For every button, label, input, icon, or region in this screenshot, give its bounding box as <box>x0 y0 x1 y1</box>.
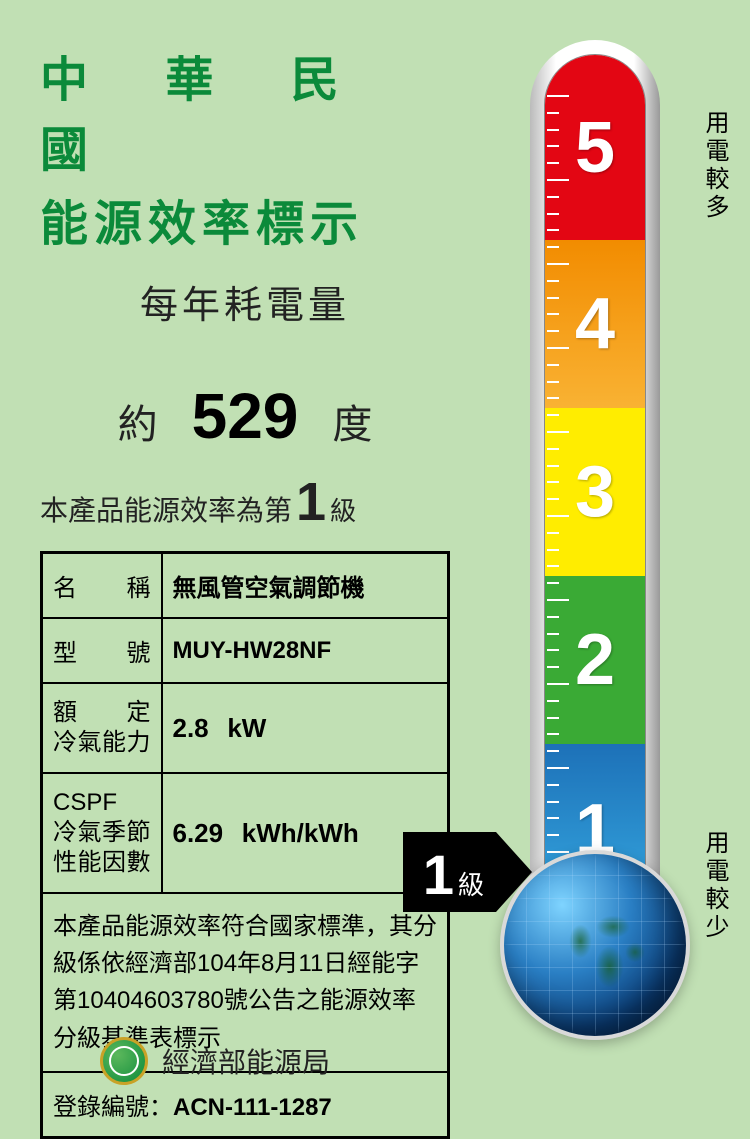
country-title: 中 華 民 國 <box>40 40 450 180</box>
table-row: 額 定冷氣能力 2.8 kW <box>42 683 449 773</box>
pointer-suffix: 級 <box>458 865 484 902</box>
reg-number: ACN-111-1287 <box>173 1094 332 1121</box>
grade-line: 本產品能源效率為第 1 級 <box>40 471 450 533</box>
cooling-capacity-unit: kW <box>227 713 266 743</box>
agency-name: 經濟部能源局 <box>162 1041 330 1081</box>
grade-suffix: 級 <box>330 491 356 528</box>
grade-pointer: 1 級 <box>403 832 532 912</box>
thermometer-ticks <box>547 95 571 905</box>
reg-label: 登錄編號： <box>53 1094 173 1121</box>
row-label: 型 號 <box>42 618 162 683</box>
thermometer-tube-inner: 54321 <box>544 54 646 915</box>
label-title: 能源效率標示 <box>40 184 450 254</box>
row-value: 2.8 kW <box>162 683 449 773</box>
pointer-arrow-icon <box>496 832 532 912</box>
consumption-row: 約 529 度 <box>40 379 450 453</box>
row-value: MUY-HW28NF <box>162 618 449 683</box>
consumption-value: 529 <box>192 379 299 453</box>
cooling-capacity-value: 2.8 <box>173 713 209 743</box>
less-power-label: 用電較少 <box>697 830 732 942</box>
table-row: 名 稱 無風管空氣調節機 <box>42 553 449 619</box>
table-row: 型 號 MUY-HW28NF <box>42 618 449 683</box>
table-row: CSPF冷氣季節性能因數 6.29 kWh/kWh <box>42 773 449 893</box>
pointer-grade: 1 <box>423 842 454 907</box>
cspf-unit: kWh/kWh <box>242 818 359 848</box>
segment-number: 4 <box>575 283 615 365</box>
row-value: 無風管空氣調節機 <box>162 553 449 619</box>
grade-prefix: 本產品能源效率為第 <box>40 489 292 529</box>
segment-number: 3 <box>575 451 615 533</box>
row-label: 額 定冷氣能力 <box>42 683 162 773</box>
row-label: 名 稱 <box>42 553 162 619</box>
grade-number: 1 <box>296 471 326 533</box>
efficiency-thermometer: 54321 <box>530 40 660 1040</box>
row-label: CSPF冷氣季節性能因數 <box>42 773 162 893</box>
cspf-value: 6.29 <box>173 818 224 848</box>
consumption-unit: 度 <box>332 392 372 450</box>
bureau-logo-icon <box>100 1037 148 1085</box>
approx-label: 約 <box>118 392 158 450</box>
annual-consumption-label: 每年耗電量 <box>40 274 450 329</box>
more-power-label: 用電較多 <box>697 110 732 222</box>
segment-number: 2 <box>575 619 615 701</box>
segment-number: 5 <box>575 107 615 189</box>
agency-footer: 經濟部能源局 <box>100 1037 330 1085</box>
